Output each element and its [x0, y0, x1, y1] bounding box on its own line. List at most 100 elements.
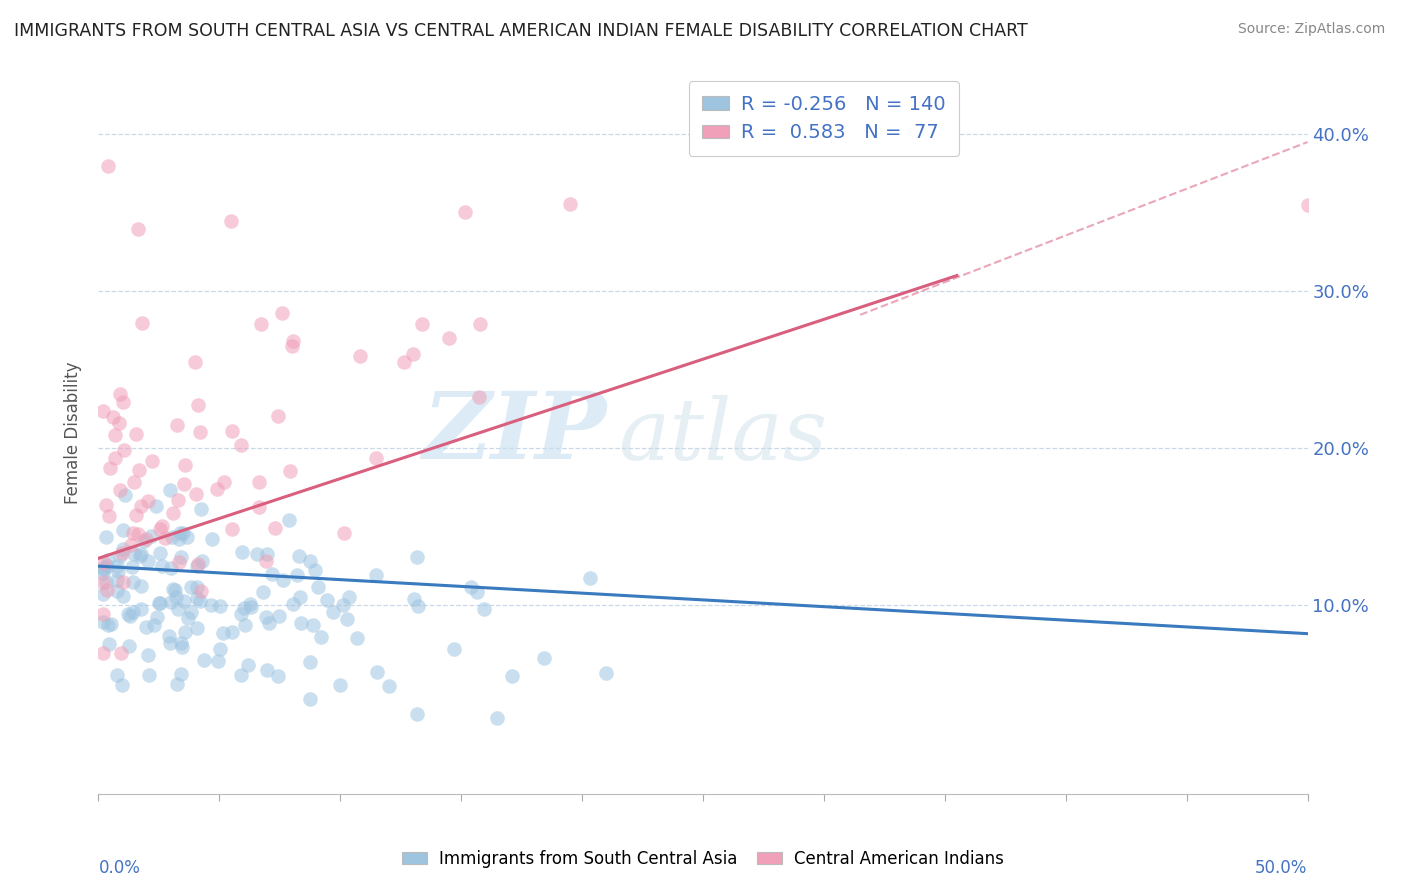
Point [486, 711, 509, 725]
Point [186, 558, 208, 573]
Point [595, 665, 617, 680]
Point [124, 475, 146, 490]
Text: IMMIGRANTS FROM SOUTH CENTRAL ASIA VS CENTRAL AMERICAN INDIAN FEMALE DISABILITY : IMMIGRANTS FROM SOUTH CENTRAL ASIA VS CE… [14, 22, 1028, 40]
Point [122, 575, 145, 590]
Point [101, 409, 124, 424]
Text: 0.0%: 0.0% [98, 859, 141, 877]
Point [176, 530, 198, 544]
Point [91, 646, 114, 660]
Point [118, 640, 141, 654]
Point [193, 653, 215, 667]
Point [239, 597, 262, 611]
Point [246, 548, 269, 562]
Point [406, 549, 429, 564]
Point [212, 475, 235, 489]
Point [143, 618, 166, 632]
Point [267, 409, 290, 423]
Point [437, 331, 460, 345]
Point [148, 596, 170, 610]
Point [271, 305, 294, 319]
Point [180, 580, 202, 594]
Point [290, 615, 312, 630]
Point [122, 525, 145, 540]
Point [454, 205, 477, 219]
Point [207, 654, 229, 668]
Point [186, 580, 208, 594]
Point [205, 482, 228, 496]
Point [280, 464, 302, 478]
Point [159, 636, 181, 650]
Point [96, 582, 118, 597]
Point [131, 602, 153, 616]
Point [98, 461, 121, 475]
Point [98, 636, 121, 650]
Point [467, 390, 489, 404]
Text: ZIP: ZIP [422, 388, 606, 477]
Point [332, 599, 354, 613]
Point [221, 213, 243, 227]
Point [94, 498, 117, 512]
Point [169, 666, 191, 681]
Point [120, 538, 142, 552]
Point [332, 525, 354, 540]
Point [281, 339, 304, 353]
Point [299, 656, 322, 670]
Point [533, 650, 555, 665]
Point [231, 545, 253, 559]
Point [263, 520, 285, 534]
Point [288, 590, 311, 604]
Point [111, 590, 134, 604]
Point [167, 532, 190, 546]
Point [149, 522, 172, 536]
Point [188, 593, 211, 607]
Point [187, 399, 209, 413]
Point [191, 554, 214, 568]
Point [114, 488, 136, 502]
Point [122, 547, 145, 561]
Point [108, 549, 131, 563]
Point [165, 583, 187, 598]
Legend: Immigrants from South Central Asia, Central American Indians: Immigrants from South Central Asia, Cent… [395, 844, 1011, 875]
Point [167, 492, 190, 507]
Point [249, 500, 271, 515]
Point [231, 607, 253, 621]
Point [209, 599, 232, 613]
Point [236, 658, 259, 673]
Point [91, 404, 114, 418]
Point [281, 334, 304, 349]
Point [299, 692, 322, 706]
Text: atlas: atlas [619, 395, 828, 477]
Point [160, 595, 183, 609]
Point [131, 547, 153, 561]
Point [229, 667, 252, 681]
Point [125, 427, 148, 442]
Point [91, 587, 114, 601]
Point [240, 599, 263, 614]
Point [378, 679, 401, 693]
Point [221, 522, 243, 536]
Point [187, 557, 209, 571]
Point [117, 607, 139, 622]
Point [402, 592, 425, 607]
Point [97, 617, 120, 632]
Point [91, 615, 114, 630]
Text: Source: ZipAtlas.com: Source: ZipAtlas.com [1237, 22, 1385, 37]
Point [392, 355, 415, 369]
Point [162, 506, 184, 520]
Point [128, 463, 150, 477]
Point [122, 605, 145, 619]
Point [165, 590, 187, 604]
Point [209, 642, 232, 657]
Point [149, 596, 172, 610]
Point [162, 582, 184, 596]
Point [127, 527, 149, 541]
Point [111, 546, 134, 560]
Point [167, 602, 190, 616]
Point [94, 530, 117, 544]
Point [131, 316, 153, 330]
Point [107, 416, 129, 430]
Point [232, 601, 254, 615]
Point [337, 590, 360, 604]
Point [177, 611, 200, 625]
Point [107, 565, 129, 579]
